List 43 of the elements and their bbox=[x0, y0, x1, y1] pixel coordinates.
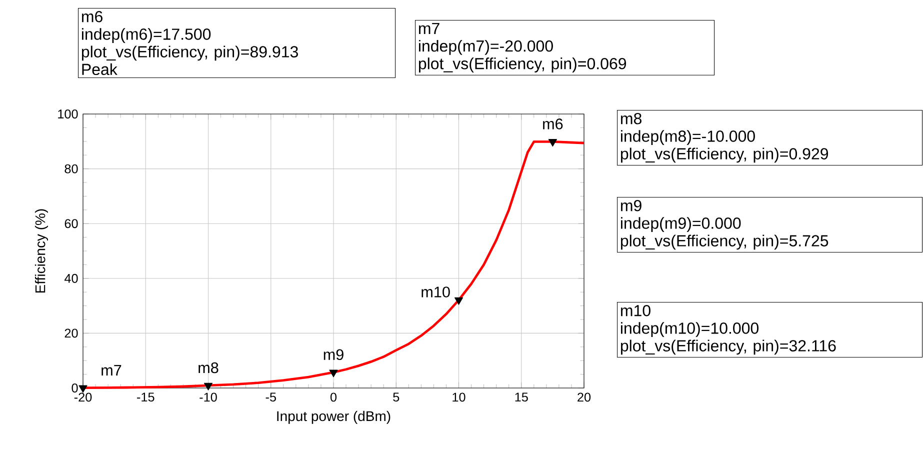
text: plot_vs(Efficiency, pin)=5.725 bbox=[620, 234, 828, 250]
y-tick-label: 40 bbox=[64, 274, 78, 283]
text: m10 bbox=[621, 304, 650, 316]
text: Peak bbox=[82, 63, 118, 76]
point bbox=[329, 370, 338, 378]
x-tick-label: -5 bbox=[266, 392, 276, 402]
point bbox=[548, 139, 557, 147]
point bbox=[204, 382, 213, 390]
text: indep(m9)=0.000 bbox=[621, 217, 741, 232]
text: plot_vs(Efficiency, pin)=0.929 bbox=[620, 148, 828, 163]
y-tick-label: 0 bbox=[72, 384, 78, 392]
annotation: m8 bbox=[198, 362, 218, 374]
x-tick-label: -20 bbox=[74, 392, 92, 402]
text: m7 bbox=[419, 22, 440, 34]
x-tick-label: 20 bbox=[578, 392, 591, 402]
text: m9 bbox=[621, 200, 642, 212]
text: m6 bbox=[82, 10, 102, 22]
point bbox=[454, 297, 464, 305]
point bbox=[78, 385, 88, 393]
y-tick-label: 80 bbox=[64, 164, 78, 174]
text: indep(m7)=-20.000 bbox=[419, 40, 553, 55]
text: plot_vs(Efficiency, pin)=0.069 bbox=[418, 58, 626, 72]
annotation: m9 bbox=[324, 349, 344, 360]
x-tick-label: -10 bbox=[200, 392, 217, 402]
x-tick-label: -15 bbox=[137, 392, 154, 402]
y-tick-label: 100 bbox=[58, 110, 78, 118]
annotation: m6 bbox=[543, 118, 563, 130]
y-axis-title: Efficiency (%) bbox=[34, 209, 48, 293]
x-axis-title: Input power (dBm) bbox=[277, 410, 390, 424]
x-tick-label: 10 bbox=[452, 392, 466, 402]
text: indep(m6)=17.500 bbox=[82, 28, 211, 44]
text: plot_vs(Efficiency, pin)=89.913 bbox=[82, 46, 298, 61]
x-tick-label: 5 bbox=[393, 392, 400, 402]
text: m8 bbox=[621, 112, 642, 124]
text: indep(m10)=10.000 bbox=[621, 322, 759, 338]
text: indep(m8)=-10.000 bbox=[621, 130, 755, 146]
y-tick-label: 60 bbox=[64, 219, 78, 228]
x-tick-label: 0 bbox=[330, 392, 337, 402]
y-tick-label: 20 bbox=[64, 328, 78, 338]
annotation: m7 bbox=[102, 365, 122, 376]
x-tick-label: 15 bbox=[515, 392, 528, 402]
text: plot_vs(Efficiency, pin)=32.116 bbox=[620, 340, 836, 355]
annotation: m10 bbox=[422, 286, 450, 298]
